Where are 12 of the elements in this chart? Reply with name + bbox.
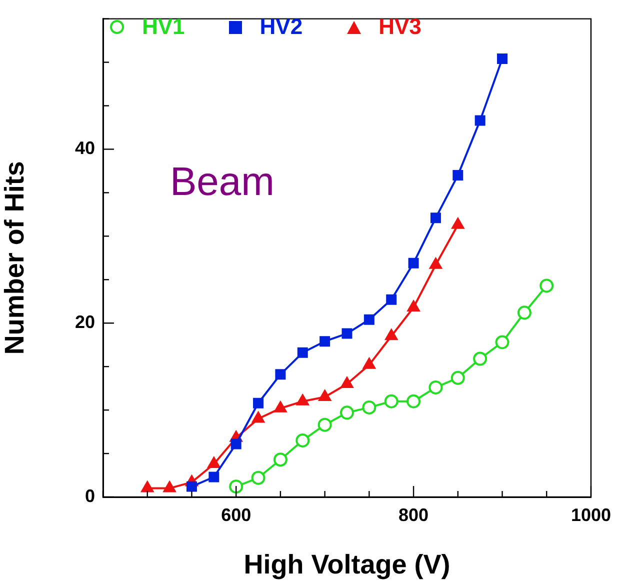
x-tick-label: 800: [398, 504, 429, 525]
y-tick-label: 40: [74, 138, 95, 158]
legend-label: HV1: [142, 14, 185, 40]
legend-label: HV2: [260, 14, 303, 40]
y-tick-label: 20: [74, 312, 95, 332]
legend-label: HV3: [378, 14, 422, 40]
annotation: Beam: [170, 160, 274, 205]
x-axis-title: High Voltage (V): [244, 549, 450, 580]
y-axis-title: Number of Hits: [0, 161, 30, 355]
x-tick-label: 1000: [570, 504, 611, 525]
x-tick-label: 600: [221, 504, 252, 525]
y-tick-label: 0: [84, 486, 95, 506]
